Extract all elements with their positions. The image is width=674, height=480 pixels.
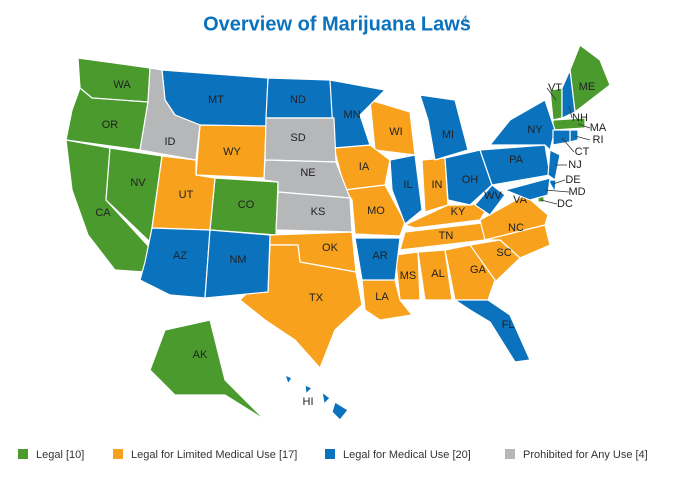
state-label: RI <box>593 134 604 146</box>
legend-swatch <box>505 449 515 459</box>
us-map: WA OR CA NV CO AK ME VT MA DC WY UT WI IA MO OK TX IN KY TN… <box>65 44 611 421</box>
state-label: NC <box>508 222 524 234</box>
state-shape <box>275 191 353 233</box>
state-label: UT <box>179 189 194 201</box>
state-label: MO <box>367 205 385 217</box>
state-shape <box>389 154 423 225</box>
state-shape <box>354 237 401 281</box>
state-label: MN <box>343 109 360 121</box>
state-shape <box>149 319 266 421</box>
state-label: DE <box>565 174 580 186</box>
state-label: DC <box>557 198 573 210</box>
state-label: NE <box>300 167 315 179</box>
state-label: ME <box>579 81 596 93</box>
state-shape <box>419 94 469 161</box>
legend-swatch <box>113 449 123 459</box>
state-label: MT <box>208 94 224 106</box>
leader-line <box>540 199 558 205</box>
state-label: CA <box>95 207 111 219</box>
state-label: IA <box>359 161 370 173</box>
state-label: MA <box>590 122 607 134</box>
state-label: WA <box>113 79 131 91</box>
state-shape <box>344 184 406 237</box>
state-label: CT <box>575 146 590 158</box>
state-label: AK <box>193 349 208 361</box>
state-label: TN <box>439 230 454 242</box>
state-label: NM <box>229 254 246 266</box>
state-label: PA <box>509 154 524 166</box>
legend-swatch <box>18 449 28 459</box>
title-footnote: 4 <box>462 15 468 26</box>
leader-line <box>544 189 570 193</box>
state-shape <box>284 374 293 385</box>
leader-line <box>568 105 573 119</box>
state-shape <box>561 69 576 119</box>
legend-label: Legal [10] <box>36 449 84 461</box>
state-label: FL <box>502 319 515 331</box>
state-label: AZ <box>173 250 187 262</box>
legend-swatch <box>325 449 335 459</box>
state-shape <box>444 149 493 206</box>
state-label: KS <box>311 206 326 218</box>
state-shape <box>569 44 611 113</box>
state-shape <box>569 129 579 143</box>
state-label: AR <box>372 250 387 262</box>
state-shape <box>394 251 421 301</box>
state-label: OR <box>102 119 119 131</box>
state-label: SC <box>496 247 511 259</box>
state-label: LA <box>375 291 389 303</box>
state-label: NV <box>130 177 146 189</box>
state-label: WV <box>484 190 502 202</box>
state-label: WI <box>389 126 402 138</box>
state-label: IL <box>403 179 412 191</box>
state-shape <box>139 67 201 161</box>
state-shape <box>552 129 571 146</box>
state-shape <box>454 299 531 363</box>
state-label: NY <box>527 124 543 136</box>
legend-label: Prohibited for Any Use [4] <box>523 449 648 461</box>
state-label: NH <box>572 112 588 124</box>
state-label: SD <box>290 132 305 144</box>
title: Overview of Marijuana Laws <box>203 13 471 35</box>
state-label: MI <box>442 129 454 141</box>
state-label: WY <box>223 146 241 158</box>
legend: Legal [10] Legal for Limited Medical Use … <box>18 449 648 461</box>
state-shape <box>304 384 313 395</box>
state-shape <box>204 229 271 299</box>
state-label: MS <box>400 270 417 282</box>
state-shape <box>504 177 551 201</box>
legend-label: Legal for Limited Medical Use [17] <box>131 449 297 461</box>
state-label: ND <box>290 94 306 106</box>
leader-line <box>552 179 566 185</box>
state-shape <box>444 244 496 301</box>
state-label: OH <box>462 174 479 186</box>
state-label: GA <box>470 264 487 276</box>
state-shape <box>489 99 556 151</box>
state-shape <box>139 227 211 299</box>
state-label: CO <box>238 199 255 211</box>
state-shape <box>474 184 506 216</box>
legend-label: Legal for Medical Use [20] <box>343 449 471 461</box>
state-label: TX <box>309 292 324 304</box>
state-label: NJ <box>568 159 581 171</box>
state-label: KY <box>451 206 466 218</box>
state-shape <box>417 249 453 301</box>
leader-line <box>577 123 591 129</box>
state-label: VT <box>548 82 562 94</box>
leader-line <box>574 135 591 141</box>
state-label: AL <box>431 268 444 280</box>
state-label: IN <box>432 179 443 191</box>
state-label: ID <box>165 136 176 148</box>
state-shape <box>331 401 349 421</box>
state-shape <box>321 391 331 405</box>
state-label: OK <box>322 242 339 254</box>
state-label: MD <box>568 186 585 198</box>
leader-line <box>546 87 557 101</box>
state-shape <box>479 194 549 241</box>
leader-line <box>561 137 575 153</box>
state-label: HI <box>303 396 314 408</box>
